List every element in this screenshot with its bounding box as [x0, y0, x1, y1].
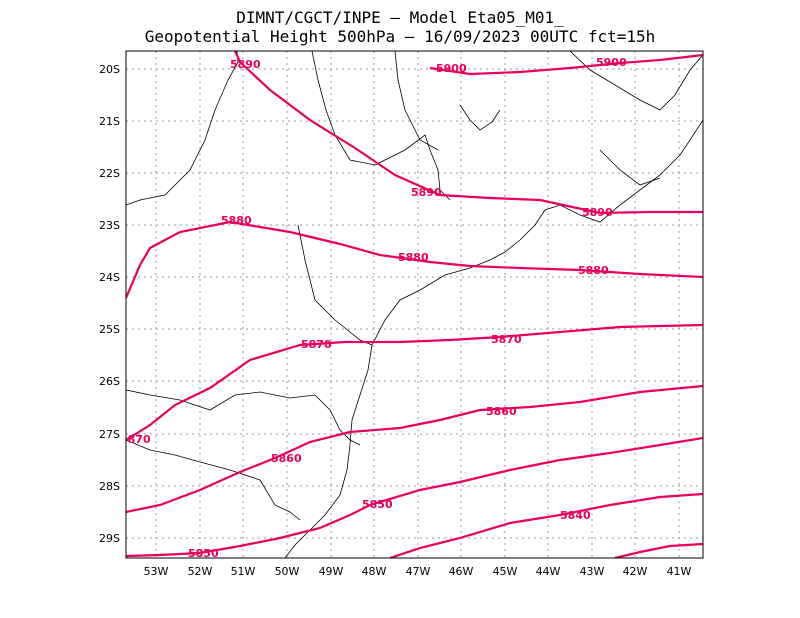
- lon-label: 41W: [667, 565, 692, 578]
- lat-label: 28S: [99, 480, 120, 493]
- lat-label: 21S: [99, 115, 120, 128]
- title-line-2: Geopotential Height 500hPa – 16/09/2023 …: [144, 27, 656, 46]
- contour-label: 5890: [582, 206, 613, 219]
- contour-label: 5880: [578, 264, 609, 277]
- contour-label: 5890: [411, 186, 442, 199]
- lat-label: 29S: [99, 532, 120, 545]
- lat-label: 24S: [99, 271, 120, 284]
- contour-label: 5870: [301, 338, 332, 351]
- lon-label: 45W: [493, 565, 518, 578]
- lat-label: 23S: [99, 219, 120, 232]
- contour-lines: [126, 51, 703, 558]
- lon-label: 49W: [319, 565, 344, 578]
- contour-label: 5880: [398, 251, 429, 264]
- coastline-borders: [126, 51, 703, 558]
- lon-label: 51W: [231, 565, 256, 578]
- lon-axis: 53W 52W 51W 50W 49W 48W 47W 46W 45W 44W …: [144, 565, 692, 578]
- lat-label: 26S: [99, 375, 120, 388]
- lat-label: 20S: [99, 63, 120, 76]
- lat-label: 27S: [99, 428, 120, 441]
- lon-label: 44W: [536, 565, 561, 578]
- lon-label: 46W: [449, 565, 474, 578]
- lon-label: 53W: [144, 565, 169, 578]
- contour-label: 5850: [362, 498, 393, 511]
- lat-axis: 20S 21S 22S 23S 24S 25S 26S 27S 28S 29S: [99, 63, 120, 545]
- contour-label: 5870: [491, 333, 522, 346]
- contour-label: 5860: [486, 405, 517, 418]
- contour-label: 5890: [230, 58, 261, 71]
- lat-label: 25S: [99, 323, 120, 336]
- contour-label: 5840: [560, 509, 591, 522]
- lon-label: 50W: [275, 565, 300, 578]
- lon-label: 48W: [362, 565, 387, 578]
- lon-label: 52W: [188, 565, 213, 578]
- contour-label: 5850: [188, 547, 219, 560]
- contour-label: 5900: [436, 62, 467, 75]
- lat-label: 22S: [99, 167, 120, 180]
- title-line-1: DIMNT/CGCT/INPE – Model Eta05_M01_: [236, 8, 564, 27]
- contour-label: 5900: [596, 56, 627, 69]
- gridlines: [126, 51, 703, 558]
- map-frame: [125, 50, 704, 559]
- contour-label: 5870: [120, 433, 151, 446]
- lon-label: 47W: [406, 565, 431, 578]
- contour-labels: 5890 5900 5900 5890 5890 5880 5880 5880 …: [120, 56, 627, 560]
- contour-label: 5880: [221, 214, 252, 227]
- lon-label: 42W: [623, 565, 648, 578]
- lon-label: 43W: [580, 565, 605, 578]
- contour-label: 5860: [271, 452, 302, 465]
